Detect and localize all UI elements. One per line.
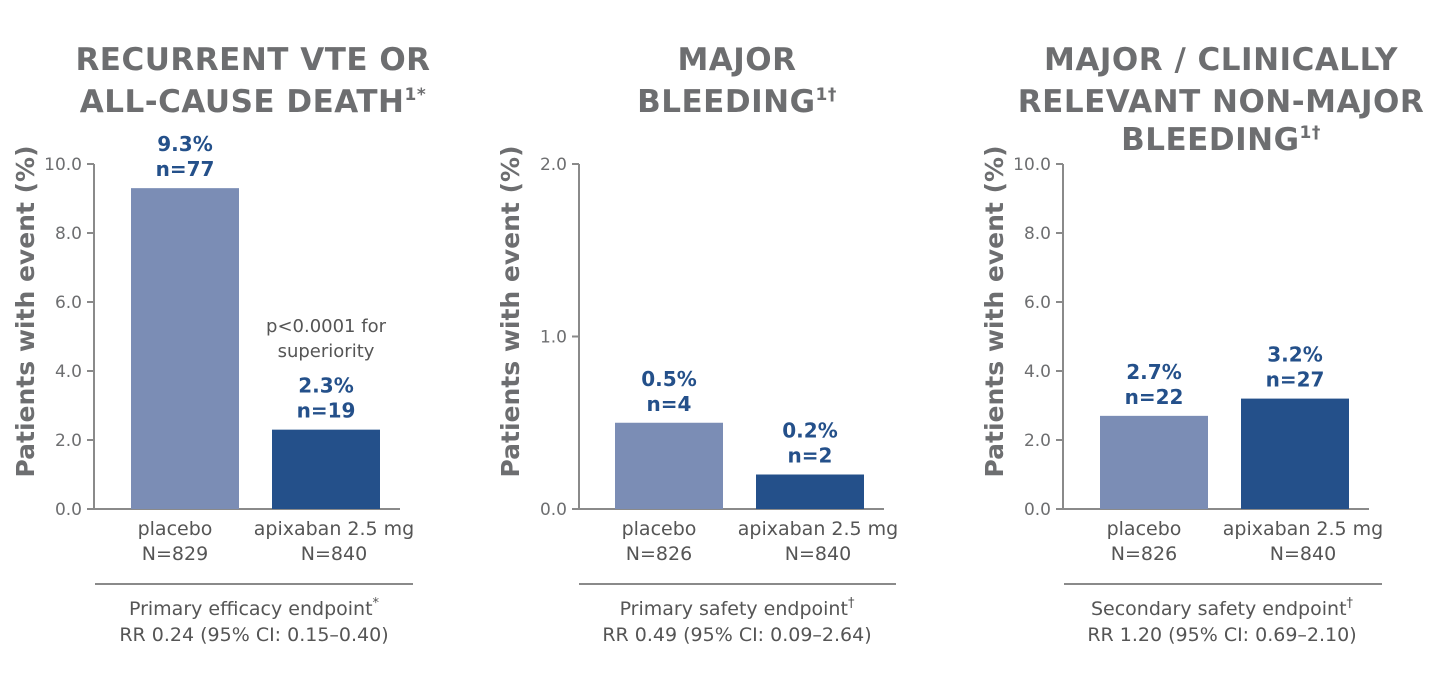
footer-endpoint-superscript: † [848,596,855,611]
bar-apixaban [756,474,864,509]
y-tick-label: 10.0 [1013,155,1051,175]
category-label: placebo [622,518,697,540]
category-n-label: N=840 [1270,543,1336,565]
chart-title-line: MAJOR [677,42,796,78]
category-n-label: N=826 [1111,543,1177,565]
y-tick-label: 2.0 [1024,431,1051,451]
y-tick-label: 6.0 [55,293,82,313]
footer-endpoint-superscript: † [1347,596,1354,611]
footer-endpoint-text: Secondary safety endpoint [1091,598,1347,620]
bar-n-label: n=19 [297,399,356,423]
chart-title-superscript: 1* [405,85,427,105]
chart-title-text: ALL-CAUSE DEATH [80,84,405,120]
chart-title-text: BLEEDING [637,84,815,120]
y-tick-label: 6.0 [1024,293,1051,313]
bar-placebo [131,188,239,509]
footer-relative-risk: RR 1.20 (95% CI: 0.69–2.10) [1087,624,1356,646]
bar-value-label: 0.2% [782,419,837,443]
y-tick-label: 0.0 [1024,500,1051,520]
chart-title-line: BLEEDING1† [637,84,837,120]
bar-value-label: 0.5% [641,367,696,391]
chart-title-line: MAJOR / CLINICALLY [1044,42,1398,78]
y-tick-label: 4.0 [55,362,82,382]
category-label: apixaban 2.5 mg [1223,518,1383,540]
chart-title-text: BLEEDING [1121,122,1299,158]
y-tick-label: 8.0 [1024,224,1051,244]
chart-title-text: RELEVANT NON-MAJOR [1018,84,1424,120]
significance-annotation: superiority [278,341,375,362]
category-label: apixaban 2.5 mg [738,518,898,540]
category-n-label: N=840 [785,543,851,565]
chart-panel-1: RECURRENT VTE OR ALL-CAUSE DEATH1* 0.0 2.0 4… [11,42,430,646]
y-axis-label: Patients with event (%) [980,145,1009,477]
footer-endpoint: Primary efficacy endpoint* [129,596,380,620]
bar-value-label: 2.7% [1126,360,1181,384]
chart-panel-3: MAJOR / CLINICALLY RELEVANT NON-MAJORBLEE… [980,42,1424,646]
bar-n-label: n=77 [156,157,215,181]
footer-relative-risk: RR 0.24 (95% CI: 0.15–0.40) [119,624,388,646]
chart-title-text: MAJOR / CLINICALLY [1044,42,1398,78]
bar-placebo [1100,415,1208,509]
bar-n-label: n=2 [788,444,833,468]
y-tick-label: 0.0 [540,500,567,520]
significance-annotation: p<0.0001 for [266,316,387,337]
footer-endpoint: Secondary safety endpoint† [1091,596,1354,620]
chart-title-line: RELEVANT NON-MAJOR [1018,84,1424,120]
category-n-label: N=829 [142,543,208,565]
bar-n-label: n=22 [1125,385,1184,409]
category-label: apixaban 2.5 mg [254,518,414,540]
y-axis-label: Patients with event (%) [11,145,40,477]
bar-placebo [615,422,723,509]
footer-endpoint-text: Primary efficacy endpoint [129,598,373,620]
footer-endpoint-text: Primary safety endpoint [620,598,848,620]
chart-title-superscript: 1† [1300,123,1321,143]
category-label: placebo [1107,518,1182,540]
chart-title-line: BLEEDING1† [1121,122,1321,158]
chart-title-text: MAJOR [677,42,796,78]
y-tick-label: 0.0 [55,500,82,520]
chart-title-text: RECURRENT VTE OR [75,42,430,78]
bar-n-label: n=4 [647,392,692,416]
footer-endpoint: Primary safety endpoint† [620,596,855,620]
y-tick-label: 4.0 [1024,362,1051,382]
category-n-label: N=826 [626,543,692,565]
footer-endpoint-superscript: * [373,596,380,611]
y-tick-label: 8.0 [55,224,82,244]
chart-title-superscript: 1† [816,85,837,105]
chart-title-line: ALL-CAUSE DEATH1* [80,84,426,120]
y-tick-label: 1.0 [540,328,567,348]
category-n-label: N=840 [301,543,367,565]
bar-apixaban [1241,398,1349,509]
category-label: placebo [138,518,213,540]
bar-value-label: 3.2% [1267,343,1322,367]
y-tick-label: 2.0 [55,431,82,451]
y-tick-label: 2.0 [540,155,567,175]
bar-n-label: n=27 [1266,368,1325,392]
bar-value-label: 9.3% [157,132,212,156]
y-tick-label: 10.0 [44,155,82,175]
bar-value-label: 2.3% [298,374,353,398]
bar-apixaban [272,429,380,509]
chart-panel-2: MAJOR BLEEDING1† 0.0 1.0 2.0 Patients with ev… [496,42,898,646]
chart-title-line: RECURRENT VTE OR [75,42,430,78]
y-axis-label: Patients with event (%) [496,145,525,477]
footer-relative-risk: RR 0.49 (95% CI: 0.09–2.64) [602,624,871,646]
